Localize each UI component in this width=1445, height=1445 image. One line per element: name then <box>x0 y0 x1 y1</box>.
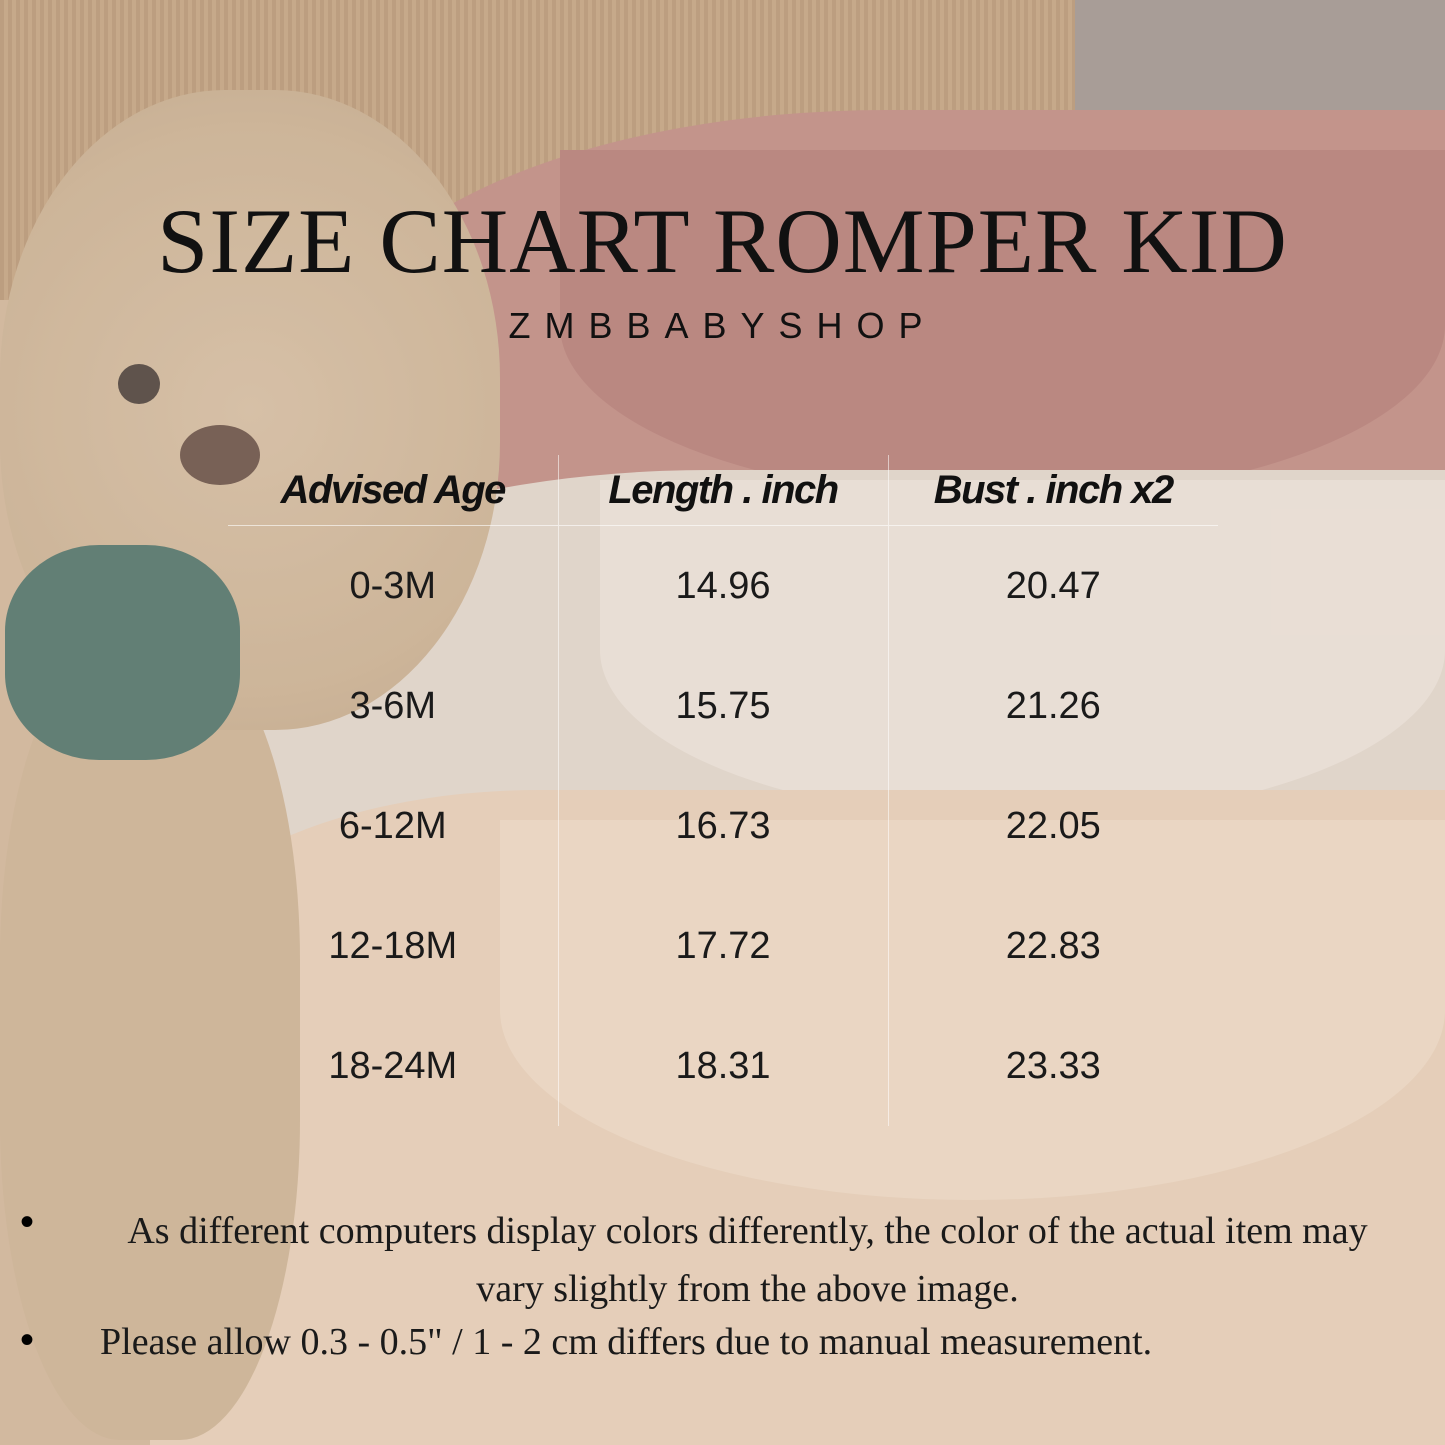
bust-cell: 22.83 <box>887 886 1218 1006</box>
length-cell: 14.96 <box>557 525 888 646</box>
teddy-bear-body <box>0 640 300 1440</box>
bullet-icon: • <box>20 1318 35 1362</box>
table-row: 3-6M 15.75 21.26 <box>228 646 1218 766</box>
header-age: Advised Age <box>228 455 558 526</box>
table-row: 12-18M 17.72 22.83 <box>228 886 1218 1006</box>
header-length: Length . inch <box>557 455 888 526</box>
teddy-bear-eye <box>118 364 160 404</box>
age-cell: 0-3M <box>349 564 437 607</box>
table-row: 0-3M 14.96 20.47 <box>228 525 1218 646</box>
header-bust: Bust . inch x2 <box>887 455 1218 526</box>
age-cell: 3-6M <box>349 684 437 727</box>
brand-name: ZMBBABYSHOP <box>508 305 937 346</box>
bust-cell: 21.26 <box>887 646 1218 766</box>
table-row: 6-12M 16.73 22.05 <box>228 766 1218 886</box>
note-measurement: Please allow 0.3 - 0.5" / 1 - 2 cm diffe… <box>100 1321 1153 1363</box>
length-cell: 17.72 <box>557 886 888 1006</box>
length-cell: 15.75 <box>557 646 888 766</box>
length-cell: 16.73 <box>557 766 888 886</box>
length-cell: 18.31 <box>557 1006 888 1126</box>
pink-sweater-collar <box>560 150 1445 500</box>
age-cell: 6-12M <box>338 804 447 847</box>
bust-cell: 20.47 <box>887 525 1218 646</box>
header-row: Advised Age Length . inch Bust . inch x2 <box>228 455 1218 526</box>
bust-cell: 23.33 <box>887 1006 1218 1126</box>
age-cell: 12-18M <box>328 924 458 967</box>
table-row: 18-24M 18.31 23.33 <box>228 1006 1218 1126</box>
size-chart-table: Advised Age Length . inch Bust . inch x2… <box>228 455 1218 1126</box>
note-color: As different computers display colors di… <box>127 1210 1368 1310</box>
teddy-bear-scarf <box>5 545 240 760</box>
bullet-icon: • <box>20 1200 35 1244</box>
bust-cell: 22.05 <box>887 766 1218 886</box>
page-title: SIZE CHART ROMPER KID <box>157 190 1288 292</box>
age-cell: 18-24M <box>328 1044 458 1087</box>
